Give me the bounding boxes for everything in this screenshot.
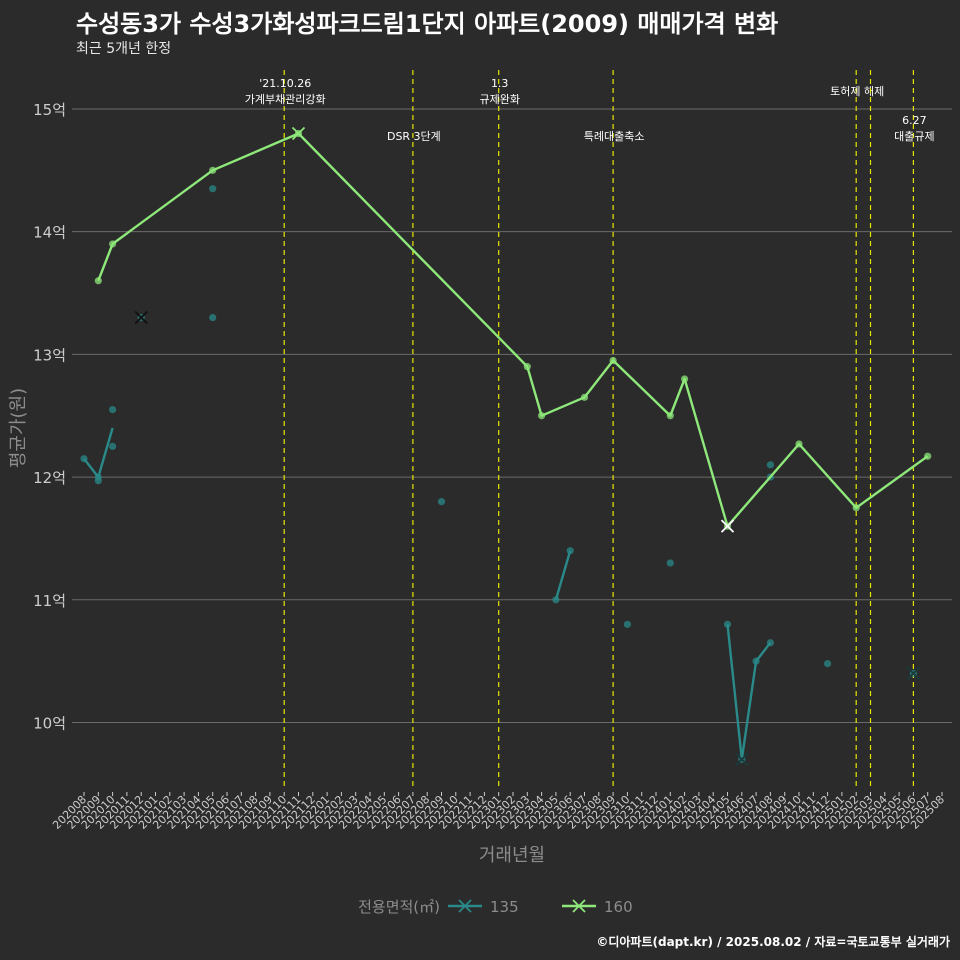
y-tick-label: 10억 [33, 715, 66, 733]
data-point-160 [924, 452, 932, 460]
event-label: 6.27 대출규제 [894, 114, 934, 143]
data-point-135 [766, 461, 775, 469]
data-point-135 [437, 498, 446, 506]
series-line-160 [97, 132, 929, 528]
x-mark-stroke [735, 752, 749, 766]
y-axis-title: 평균가(원) [8, 388, 29, 468]
data-point-160 [666, 412, 674, 420]
max-mark-135 [134, 310, 148, 325]
y-tick-label: 14억 [33, 224, 66, 242]
data-point-160 [523, 363, 531, 371]
data-point-135 [109, 405, 117, 414]
y-tick-label: 15억 [33, 101, 66, 119]
chart-title: 수성동3가 수성3가화성파크드림1단지 아파트(2009) 매매가격 변화 [76, 10, 779, 38]
x-axis-title: 거래년월 [479, 845, 545, 866]
source-footer: ©디아파트(dapt.kr) / 2025.08.02 / 자료=국토교통부 실… [596, 935, 950, 949]
data-point-135 [824, 660, 832, 668]
legend-key-x [458, 899, 472, 913]
series-line-135 [726, 624, 772, 761]
data-point-160 [609, 356, 617, 365]
data-point-135 [752, 657, 760, 665]
y-tick-label: 12억 [33, 469, 66, 487]
data-point-135 [109, 442, 117, 451]
data-point-160 [580, 393, 589, 401]
data-point-135 [623, 620, 632, 628]
series-layer [80, 126, 932, 766]
data-point-135 [766, 639, 775, 647]
data-point-135 [80, 455, 88, 463]
event-label-line: 규제완화 [479, 93, 519, 106]
grid-layer [72, 108, 952, 724]
min-mark-135 [735, 752, 749, 766]
event-label-line: 6.27 [902, 114, 927, 127]
event-label: 토허제 해제 [830, 84, 884, 98]
event-label: 특례대출축소 [584, 130, 645, 143]
data-point-135 [209, 185, 217, 193]
data-point-160 [94, 277, 102, 285]
axis-layer: 10억11억12억13억14억15억2020082020092020102020… [8, 101, 947, 866]
data-point-135 [94, 473, 102, 481]
event-label-line: 가계부채관리강화 [245, 93, 326, 106]
x-mark-stroke [291, 126, 306, 141]
data-point-160 [852, 504, 860, 512]
event-label: DSR 3단계 [387, 130, 441, 143]
event-label-line: 1.3 [491, 77, 509, 90]
x-mark-stroke [906, 666, 921, 681]
legend-label-160: 160 [604, 898, 633, 916]
event-label: 1.3 규제완화 [479, 77, 519, 106]
data-point-160 [538, 412, 546, 420]
x-mark-stroke [134, 310, 148, 325]
y-tick-label: 13억 [33, 346, 66, 364]
event-label-line: 토허제 해제 [830, 84, 884, 98]
data-point-135 [552, 596, 560, 604]
data-point-160 [209, 166, 217, 174]
y-tick-label: 11억 [33, 592, 66, 610]
legend-key-x [572, 899, 586, 913]
event-label-line: 특례대출축소 [584, 130, 645, 143]
data-point-160 [681, 375, 689, 383]
data-point-135 [723, 620, 732, 628]
legend-label-135: 135 [490, 898, 519, 916]
event-label: '21.10.26 가계부채관리강화 [245, 77, 326, 106]
data-point-160 [795, 440, 803, 448]
extra-mark-135 [906, 666, 921, 681]
data-point-135 [566, 547, 574, 555]
data-point-135 [666, 559, 674, 567]
legend-title: 전용면적(㎡) [358, 898, 440, 916]
max-mark-160 [291, 126, 306, 141]
series-line-135 [83, 427, 114, 479]
data-point-160 [109, 240, 117, 248]
event-label-line: 대출규제 [894, 130, 934, 143]
min-mark-160 [720, 519, 735, 533]
legend: 전용면적(㎡) 135 160 [358, 898, 633, 916]
chart-subtitle: 최근 5개년 한정 [76, 41, 172, 57]
series-line-135 [554, 550, 572, 601]
event-label-line: '21.10.26 [259, 77, 311, 90]
event-label-line: DSR 3단계 [387, 130, 441, 143]
data-point-135 [209, 313, 217, 322]
x-mark-stroke [720, 519, 735, 533]
